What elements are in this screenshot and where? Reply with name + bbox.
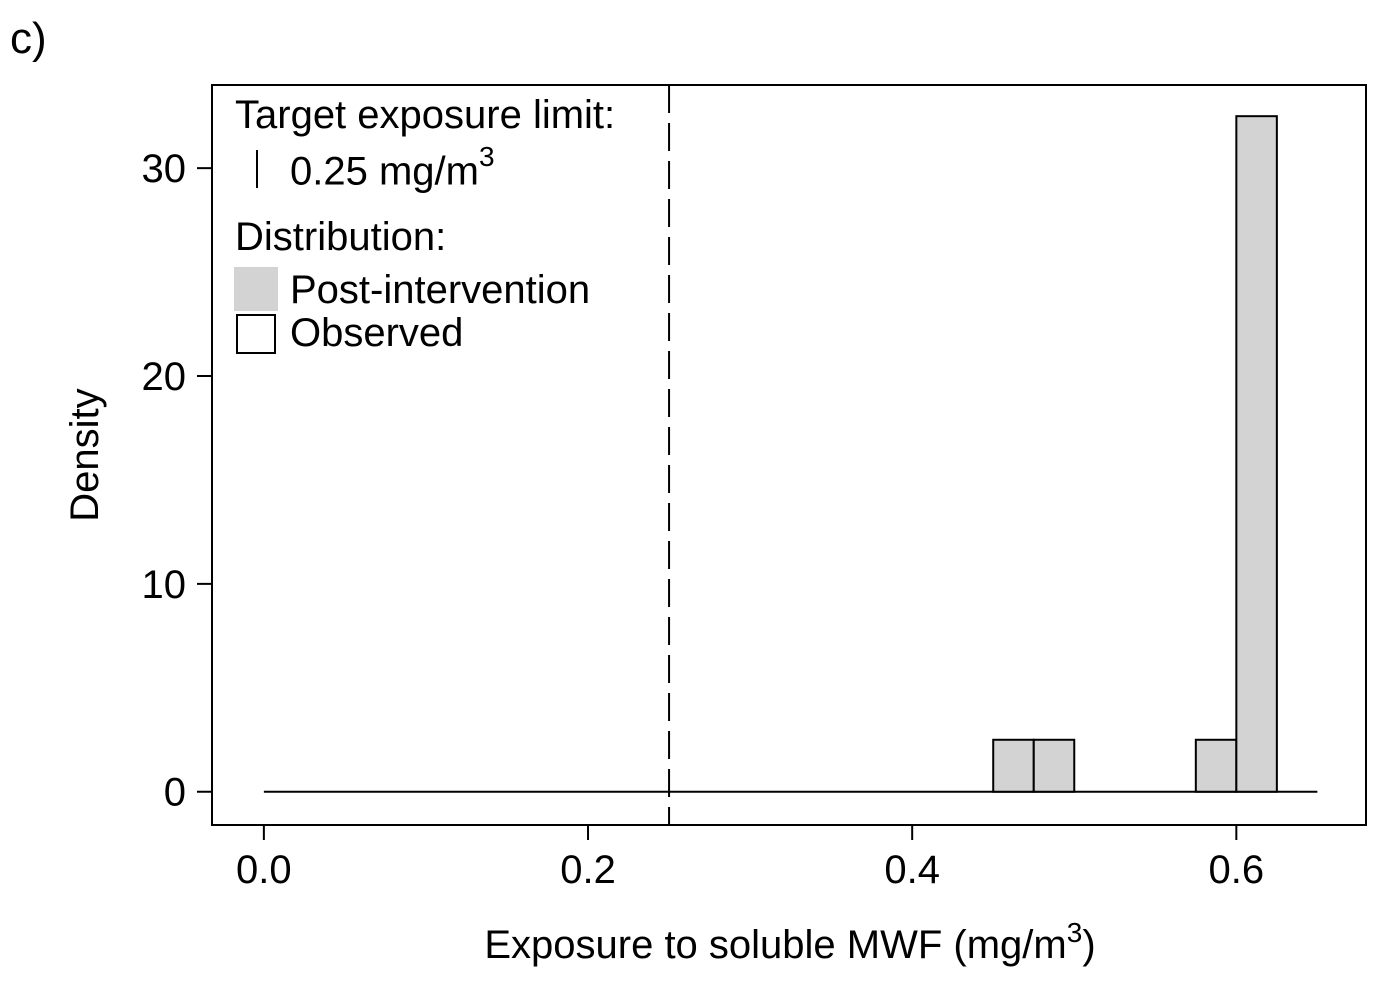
y-tick-label: 30	[142, 147, 187, 191]
legend-item-observed: Observed	[290, 311, 464, 355]
legend-limit-line-symbol	[256, 150, 258, 188]
y-tick-label: 20	[142, 355, 187, 399]
histogram-bar	[1235, 115, 1278, 793]
legend-distribution-title: Distribution:	[235, 215, 447, 259]
x-tick-label: 0.6	[1209, 848, 1265, 892]
x-tick-label: 0.4	[884, 848, 940, 892]
x-tick-label: 0.2	[560, 848, 616, 892]
panel-label: c)	[10, 14, 47, 63]
x-tick-label: 0.0	[236, 848, 292, 892]
plot-frame	[211, 84, 1367, 826]
legend-swatch-post-intervention	[234, 267, 278, 311]
legend-item-post-intervention: Post-intervention	[290, 268, 591, 312]
y-tick-label: 0	[164, 771, 186, 815]
legend-swatch-observed	[236, 314, 276, 354]
histogram-bar	[1032, 738, 1076, 793]
x-axis-label: Exposure to soluble MWF (mg/m3)	[484, 917, 1095, 967]
legend-limit-title: Target exposure limit:	[235, 93, 616, 137]
histogram-bar	[1194, 738, 1238, 793]
legend-limit-value: 0.25 mg/m3	[290, 141, 495, 194]
histogram-bars	[992, 115, 1278, 793]
x-axis: 0.0 0.2 0.4 0.6	[236, 825, 1264, 892]
y-axis-label: Density	[63, 388, 107, 521]
histogram-bar	[992, 738, 1035, 793]
y-axis: 0 10 20 30	[142, 147, 212, 815]
y-tick-label: 10	[142, 563, 187, 607]
